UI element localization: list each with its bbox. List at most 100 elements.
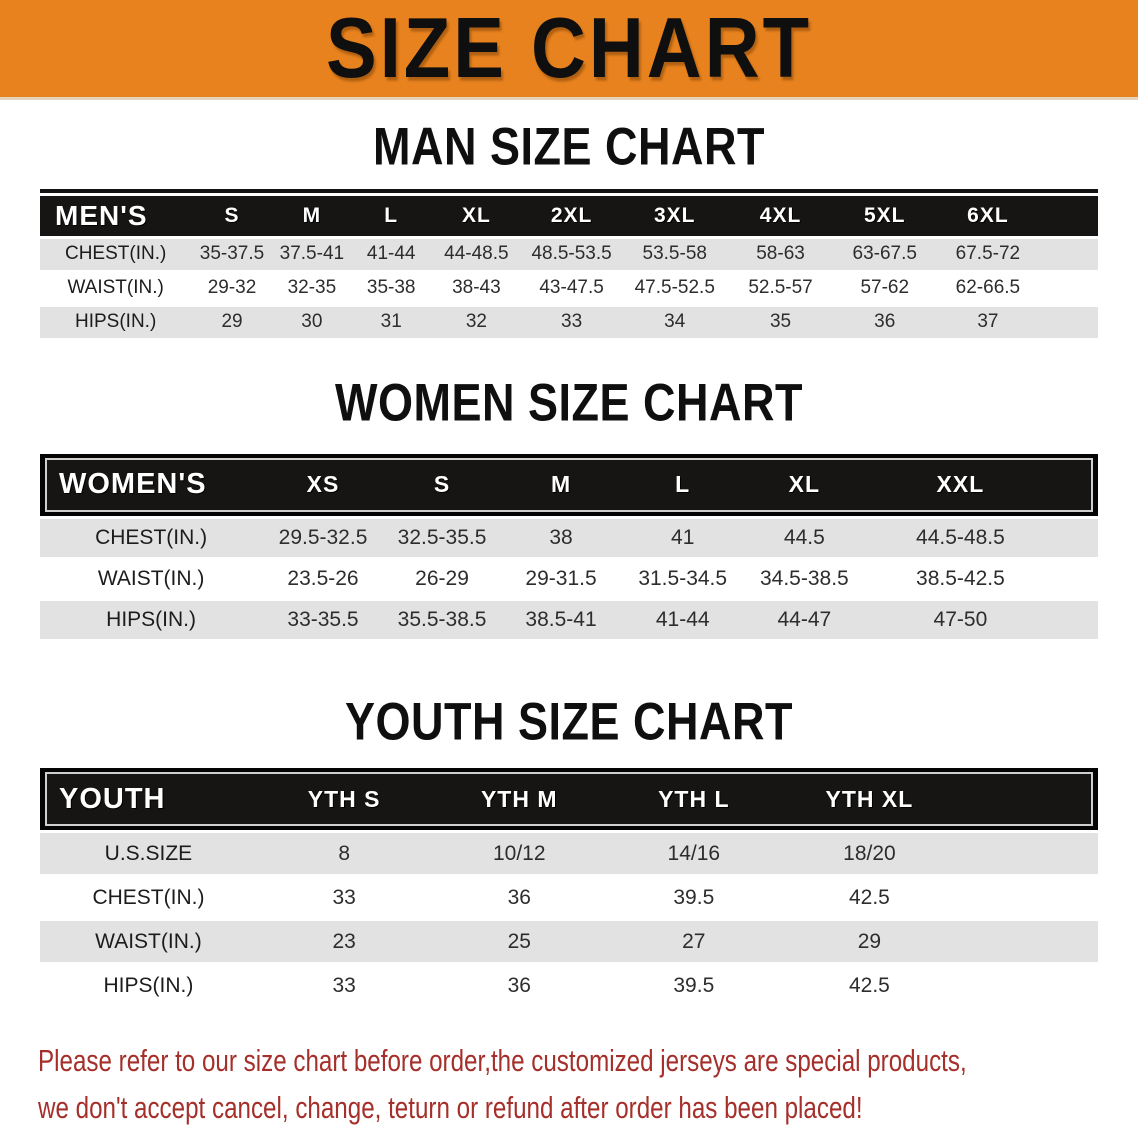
size-column-header: 6XL <box>936 195 1040 236</box>
measurement-row-label: HIPS(IN.) <box>40 600 263 639</box>
size-column-header: XL <box>431 195 522 236</box>
size-value-cell: 33-35.5 <box>262 600 384 639</box>
order-notice-line1: Please refer to our size chart before or… <box>38 1043 967 1079</box>
measurement-row: WAIST(IN.) 23.5-26 26-29 29-31.5 31.5-34.5 34… <box>40 559 1098 598</box>
women-section: WOMEN SIZE CHART WOMEN'S XS S M L XL XXL CHEST(… <box>0 372 1138 642</box>
size-value-cell: 52.5-57 <box>727 272 834 304</box>
size-value-cell: 38-43 <box>431 272 522 304</box>
measurement-row-label: WAIST(IN.) <box>40 559 263 598</box>
measurement-row: CHEST(IN.) 29.5-32.5 32.5-35.5 38 41 44.5 44.5… <box>40 518 1098 557</box>
size-value-cell: 39.5 <box>607 965 781 1007</box>
order-notice-line2: we don't accept cancel, change, teturn o… <box>38 1090 863 1126</box>
size-value-cell: 38.5-41 <box>500 600 622 639</box>
size-value-cell: 35.5-38.5 <box>383 600 501 639</box>
measurement-row-label: WAIST(IN.) <box>40 921 257 963</box>
row-filler-cell <box>958 833 1098 875</box>
size-value-cell: 27 <box>607 921 781 963</box>
size-value-cell: 29 <box>191 306 273 338</box>
size-value-cell: 41-44 <box>621 600 744 639</box>
size-value-cell: 34 <box>621 306 728 338</box>
table-corner-label: YOUTH <box>40 768 257 831</box>
measurement-row: HIPS(IN.) 29 30 31 32 33 34 35 36 37 <box>40 306 1098 338</box>
size-value-cell: 8 <box>256 833 432 875</box>
measurement-row-label: U.S.SIZE <box>40 833 257 875</box>
measurement-row: WAIST(IN.) 29-32 32-35 35-38 38-43 43-47.5 47.… <box>40 272 1098 304</box>
row-filler-cell <box>1039 272 1098 304</box>
row-filler-cell <box>958 877 1098 919</box>
row-filler-cell <box>1039 238 1098 270</box>
size-column-header: S <box>191 195 273 236</box>
size-column-header: L <box>621 453 744 516</box>
size-column-header: M <box>272 195 352 236</box>
measurement-row: U.S.SIZE 8 10/12 14/16 18/20 <box>40 833 1098 875</box>
size-value-cell: 32.5-35.5 <box>383 518 501 557</box>
size-value-cell: 44.5 <box>743 518 866 557</box>
measurement-row: HIPS(IN.) 33 36 39.5 42.5 <box>40 965 1098 1007</box>
size-column-header: 3XL <box>621 195 728 236</box>
size-value-cell: 23.5-26 <box>262 559 384 598</box>
women-section-heading-text: WOMEN SIZE CHART <box>335 372 803 433</box>
measurement-row-label: WAIST(IN.) <box>40 272 192 304</box>
size-value-cell: 32 <box>431 306 522 338</box>
size-chart-sections: MAN SIZE CHART MEN'S S M L XL 2XL 3XL 4XL 5XL 6XL… <box>0 116 1138 1010</box>
womens-size-table: WOMEN'S XS S M L XL XXL CHEST(IN.) 29.5-32.5 32.5… <box>40 451 1098 642</box>
measurement-row-label: CHEST(IN.) <box>40 877 257 919</box>
size-value-cell: 44-47 <box>743 600 866 639</box>
table-corner-label: WOMEN'S <box>40 453 263 516</box>
size-value-cell: 33 <box>256 965 432 1007</box>
size-value-cell: 34.5-38.5 <box>743 559 866 598</box>
row-filler-cell <box>958 921 1098 963</box>
measurement-row-label: CHEST(IN.) <box>40 238 192 270</box>
size-column-header: YTH M <box>431 768 608 831</box>
size-column-header: XXL <box>865 453 1056 516</box>
size-value-cell: 33 <box>256 877 432 919</box>
row-filler-cell <box>1055 559 1098 598</box>
row-filler-cell <box>1039 306 1098 338</box>
table-corner-label: MEN'S <box>40 195 192 236</box>
measurement-row: WAIST(IN.) 23 25 27 29 <box>40 921 1098 963</box>
size-column-header: M <box>500 453 622 516</box>
size-value-cell: 30 <box>272 306 352 338</box>
size-value-cell: 42.5 <box>780 965 959 1007</box>
size-value-cell: 48.5-53.5 <box>521 238 622 270</box>
mens-size-table: MEN'S S M L XL 2XL 3XL 4XL 5XL 6XL CHEST(IN.) 35-37… <box>40 188 1098 341</box>
measurement-row: CHEST(IN.) 33 36 39.5 42.5 <box>40 877 1098 919</box>
size-value-cell: 29.5-32.5 <box>262 518 384 557</box>
size-column-header: S <box>383 453 501 516</box>
size-value-cell: 31.5-34.5 <box>621 559 744 598</box>
size-value-cell: 35-37.5 <box>191 238 273 270</box>
size-column-header: 4XL <box>727 195 834 236</box>
youth-section: YOUTH SIZE CHART YOUTH YTH S YTH M YTH L YTH… <box>0 691 1138 1010</box>
size-value-cell: 41-44 <box>351 238 432 270</box>
size-value-cell: 36 <box>431 877 608 919</box>
youth-section-heading-text: YOUTH SIZE CHART <box>344 690 793 752</box>
size-value-cell: 36 <box>833 306 937 338</box>
size-value-cell: 18/20 <box>780 833 959 875</box>
man-section-heading-text: MAN SIZE CHART <box>373 116 765 177</box>
size-value-cell: 42.5 <box>780 877 959 919</box>
size-column-header: XS <box>262 453 384 516</box>
size-column-header: YTH XL <box>780 768 959 831</box>
size-value-cell: 29 <box>780 921 959 963</box>
size-column-header: L <box>351 195 432 236</box>
size-value-cell: 47-50 <box>865 600 1056 639</box>
size-value-cell: 41 <box>621 518 744 557</box>
measurement-row-label: CHEST(IN.) <box>40 518 263 557</box>
size-value-cell: 23 <box>256 921 432 963</box>
man-section-heading: MAN SIZE CHART <box>0 116 1138 176</box>
size-value-cell: 35-38 <box>351 272 432 304</box>
size-value-cell: 58-63 <box>727 238 834 270</box>
size-value-cell: 36 <box>431 965 608 1007</box>
size-value-cell: 67.5-72 <box>936 238 1040 270</box>
row-filler-cell <box>1055 518 1098 557</box>
size-value-cell: 38.5-42.5 <box>865 559 1056 598</box>
size-value-cell: 63-67.5 <box>833 238 937 270</box>
size-value-cell: 25 <box>431 921 608 963</box>
size-value-cell: 33 <box>521 306 622 338</box>
youth-size-table: YOUTH YTH S YTH M YTH L YTH XL U.S.SIZE 8 10/12… <box>40 765 1098 1009</box>
size-value-cell: 37 <box>936 306 1040 338</box>
size-value-cell: 26-29 <box>383 559 501 598</box>
row-filler-cell <box>1055 600 1098 639</box>
size-column-header: 5XL <box>833 195 937 236</box>
